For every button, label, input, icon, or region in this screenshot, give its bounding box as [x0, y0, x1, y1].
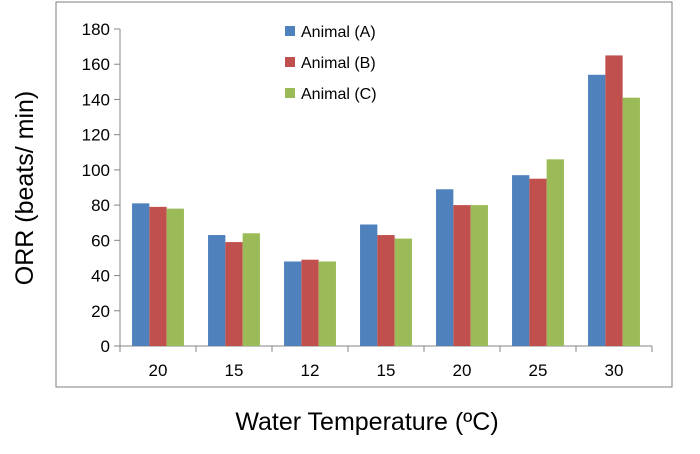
y-tick-label: 40: [91, 267, 110, 286]
y-tick-label: 120: [82, 126, 110, 145]
y-axis-title: ORR (beats/ min): [11, 91, 39, 285]
legend-label: Animal (B): [301, 55, 376, 72]
legend-swatch: [285, 88, 295, 98]
bar: [622, 97, 640, 346]
bar: [360, 224, 378, 346]
bar: [149, 206, 167, 346]
x-tick-label: 15: [377, 361, 396, 380]
y-tick-label: 100: [82, 161, 110, 180]
x-tick-label: 20: [149, 361, 168, 380]
bar: [546, 159, 564, 346]
bar: [529, 178, 547, 346]
y-tick-label: 180: [82, 20, 110, 39]
x-axis: 20 15 12 15 20 25 30: [119, 345, 653, 380]
x-tick-label: 12: [301, 361, 320, 380]
bar: [301, 259, 319, 346]
bar: [394, 238, 412, 346]
legend-swatch: [285, 57, 295, 67]
x-axis-title: Water Temperature (ºC): [235, 408, 498, 436]
bar: [588, 74, 606, 347]
legend-label: Animal (A): [301, 24, 376, 41]
x-tick-label: 30: [605, 361, 624, 380]
bar: [605, 55, 623, 347]
legend-swatch: [285, 26, 295, 36]
bar: [284, 261, 302, 346]
bar: [436, 189, 454, 346]
legend-label: Animal (C): [301, 86, 377, 103]
x-tick-label: 25: [529, 361, 548, 380]
bar: [377, 235, 395, 346]
legend: Animal (A) Animal (B) Animal (C): [285, 24, 377, 103]
y-tick-label: 160: [82, 55, 110, 74]
bar: [512, 175, 530, 346]
x-tick-label: 15: [225, 361, 244, 380]
y-tick-label: 60: [91, 231, 110, 250]
y-tick-label: 80: [91, 196, 110, 215]
bars: [132, 55, 640, 347]
y-tick-label: 20: [91, 302, 110, 321]
bar: [242, 233, 260, 346]
y-tick-label: 0: [101, 337, 110, 356]
bar: [225, 242, 243, 346]
bar: [208, 235, 226, 346]
y-tick-label: 140: [82, 90, 110, 109]
x-tick-label: 20: [453, 361, 472, 380]
bar: [453, 205, 471, 346]
bar: [470, 205, 488, 346]
bar: [318, 261, 336, 346]
bar: [132, 203, 150, 346]
bar: [166, 208, 184, 346]
y-axis: 0 20 40 60 80 100 120 140 160 180: [82, 20, 121, 356]
